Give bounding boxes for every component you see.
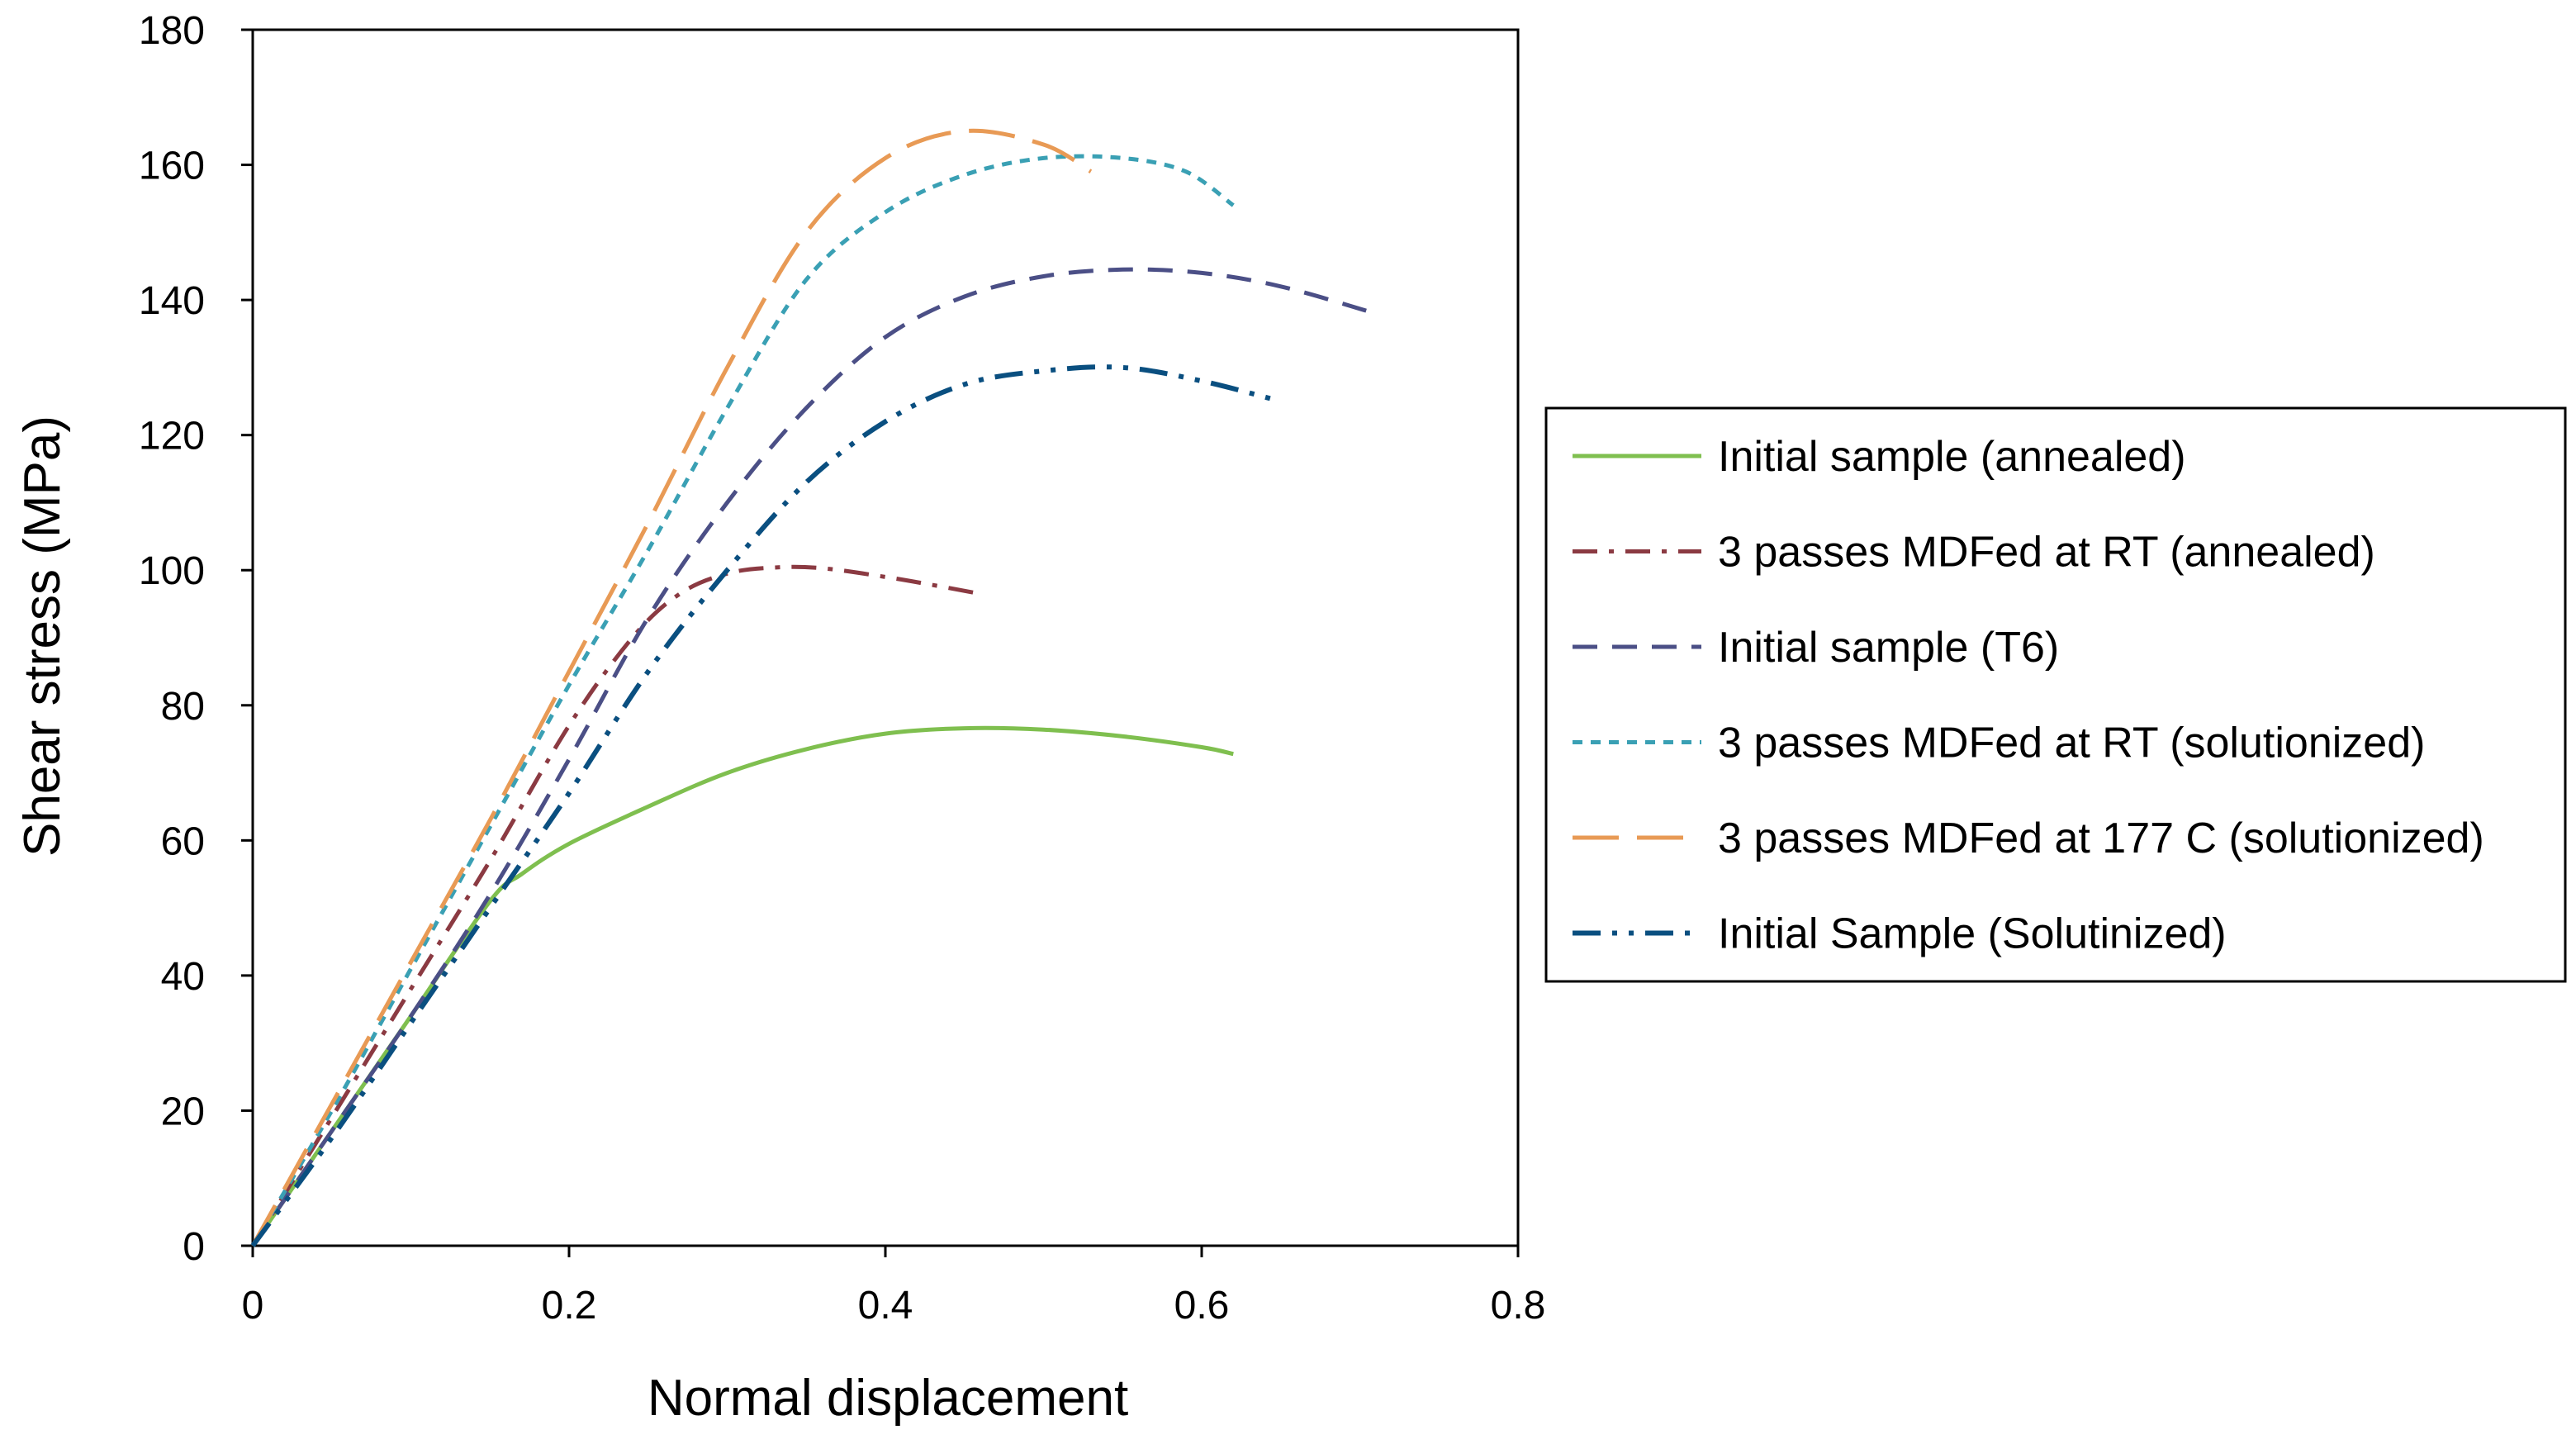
- y-tick-label: 160: [139, 145, 205, 188]
- series-layer: [250, 128, 1377, 1247]
- legend-label-4: 3 passes MDFed at RT (solutionized): [1718, 720, 2425, 767]
- y-tick-label: 140: [139, 279, 205, 323]
- legend-label-3: Initial sample (T6): [1718, 624, 2059, 672]
- legend-label-5: 3 passes MDFed at 177 C (solutionized): [1718, 815, 2484, 862]
- y-tick-label: 40: [161, 955, 205, 999]
- x-tick-label: 0.4: [858, 1284, 913, 1328]
- y-tick-label: 0: [183, 1225, 205, 1269]
- legend-label-2: 3 passes MDFed at RT (annealed): [1718, 529, 2375, 577]
- series-line-3: [250, 267, 1377, 1247]
- y-tick-label: 20: [161, 1090, 205, 1133]
- x-tick-label: 0.2: [542, 1284, 597, 1328]
- y-tick-label: 60: [161, 819, 205, 863]
- x-axis: 0 0.2 0.4 0.6 0.8: [242, 1246, 1546, 1328]
- y-tick-label: 80: [161, 685, 205, 729]
- series-line-2: [250, 564, 981, 1247]
- legend-box: [1544, 406, 2567, 983]
- legend-label-6: Initial Sample (Solutinized): [1718, 910, 2227, 958]
- y-axis-title: Shear stress (MPa): [14, 416, 71, 857]
- x-tick-label: 0.6: [1174, 1284, 1230, 1328]
- legend: Initial sample (annealed) 3 passes MDFed …: [1544, 406, 2567, 983]
- x-axis-title: Normal displacement: [648, 1370, 1128, 1427]
- y-axis: 0 20 40 60 80 100 120 140 160 180: [139, 9, 253, 1269]
- x-tick-label: 0.8: [1491, 1284, 1546, 1328]
- series-line-4: [250, 154, 1235, 1247]
- x-tick-label: 0: [242, 1284, 264, 1328]
- y-tick-label: 100: [139, 549, 205, 593]
- y-tick-label: 120: [139, 415, 205, 458]
- legend-label-1: Initial sample (annealed): [1718, 433, 2186, 481]
- y-tick-label: 180: [139, 9, 205, 53]
- series-line-6: [250, 364, 1282, 1247]
- series-line-5: [250, 128, 1093, 1247]
